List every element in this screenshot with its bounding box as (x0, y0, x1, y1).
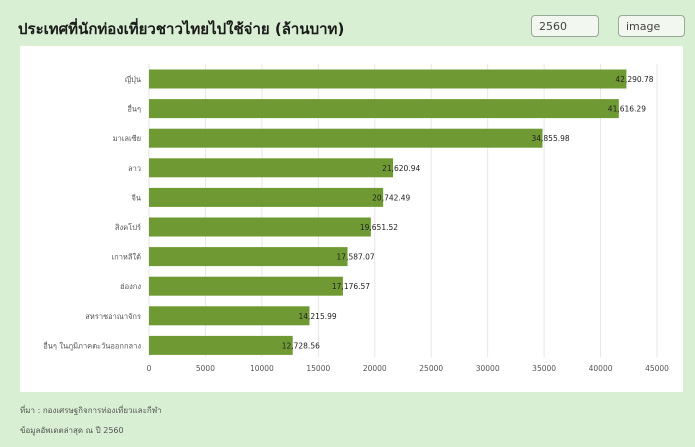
view-mode-select[interactable]: image (618, 15, 685, 37)
category-label: สิงคโปร์ (114, 223, 141, 232)
category-label: ญี่ปุ่น (125, 74, 141, 84)
category-label: จีน (131, 193, 141, 202)
x-tick-label: 25000 (419, 364, 443, 373)
bar (149, 247, 348, 267)
category-label: ลาว (128, 164, 141, 173)
bar (149, 128, 543, 148)
x-tick-label: 10000 (250, 364, 274, 373)
value-label: 17,587.07 (337, 253, 375, 262)
category-label: เกาหลีใต้ (112, 253, 142, 262)
page-title: ประเทศที่นักท่องเที่ยวชาวไทยไปใช้จ่าย (ล… (18, 20, 345, 38)
category-label: ฮ่องกง (120, 282, 141, 291)
category-label: อื่นๆ (127, 104, 141, 114)
bar (149, 69, 627, 89)
x-tick-label: 45000 (645, 364, 669, 373)
x-tick-label: 40000 (589, 364, 613, 373)
value-label: 34,855.98 (531, 134, 569, 143)
bar (149, 335, 293, 355)
x-tick-label: 5000 (196, 364, 215, 373)
bar (149, 217, 371, 237)
x-tick-label: 30000 (476, 364, 500, 373)
category-label: มาเลเซีย (113, 134, 141, 143)
x-tick-label: 0 (147, 364, 152, 373)
value-label: 41,616.29 (608, 105, 646, 114)
value-label: 14,215.99 (298, 312, 336, 321)
updated-note: ข้อมูลอัพเดตล่าสุด ณ ปี 2560 (20, 426, 124, 435)
bar (149, 187, 384, 207)
value-label: 21,620.94 (382, 164, 420, 173)
value-label: 12,728.56 (282, 341, 320, 350)
category-label: อื่นๆ ในภูมิภาคตะวันออกกลาง (43, 340, 142, 350)
x-tick-label: 35000 (532, 364, 556, 373)
category-label: สหราชอาณาจักร (85, 312, 141, 321)
x-tick-label: 15000 (306, 364, 330, 373)
bar (149, 99, 619, 119)
x-tick-label: 20000 (363, 364, 387, 373)
bar (149, 306, 310, 326)
value-label: 42,290.78 (615, 75, 653, 84)
bar (149, 276, 343, 296)
value-label: 17,176.57 (332, 282, 370, 291)
value-label: 19,651.52 (360, 223, 398, 232)
value-label: 20,742.49 (372, 193, 410, 202)
source-note: ที่มา : กองเศรษฐกิจการท่องเที่ยวและกีฬา (20, 406, 162, 415)
year-select[interactable]: 2560 (531, 15, 599, 37)
bar-chart: 0 5000 10000 15000 20000 25000 30000 35000 40000… (43, 64, 669, 373)
bar (149, 158, 394, 178)
chart-panel: 0 5000 10000 15000 20000 25000 30000 35000 40000… (20, 46, 683, 392)
